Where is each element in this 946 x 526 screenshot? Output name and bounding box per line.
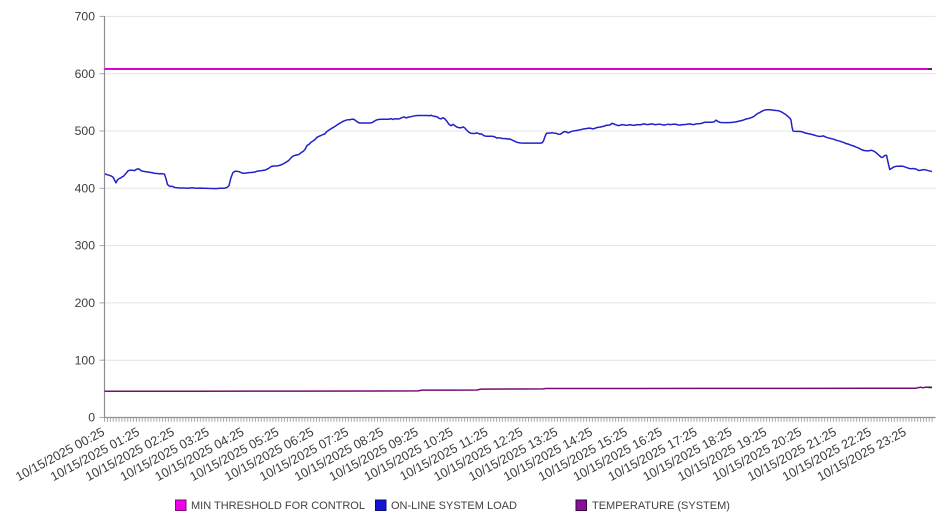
svg-text:MIN THRESHOLD FOR CONTROL: MIN THRESHOLD FOR CONTROL bbox=[191, 500, 365, 512]
svg-text:ON-LINE SYSTEM LOAD: ON-LINE SYSTEM LOAD bbox=[391, 500, 517, 512]
svg-text:600: 600 bbox=[75, 67, 96, 81]
svg-text:TEMPERATURE (SYSTEM): TEMPERATURE (SYSTEM) bbox=[592, 500, 730, 512]
svg-text:100: 100 bbox=[75, 353, 96, 367]
svg-text:300: 300 bbox=[75, 239, 96, 253]
svg-text:400: 400 bbox=[75, 181, 96, 195]
svg-text:500: 500 bbox=[75, 124, 96, 138]
svg-text:200: 200 bbox=[75, 296, 96, 310]
svg-text:0: 0 bbox=[88, 411, 95, 425]
svg-text:700: 700 bbox=[75, 10, 96, 24]
